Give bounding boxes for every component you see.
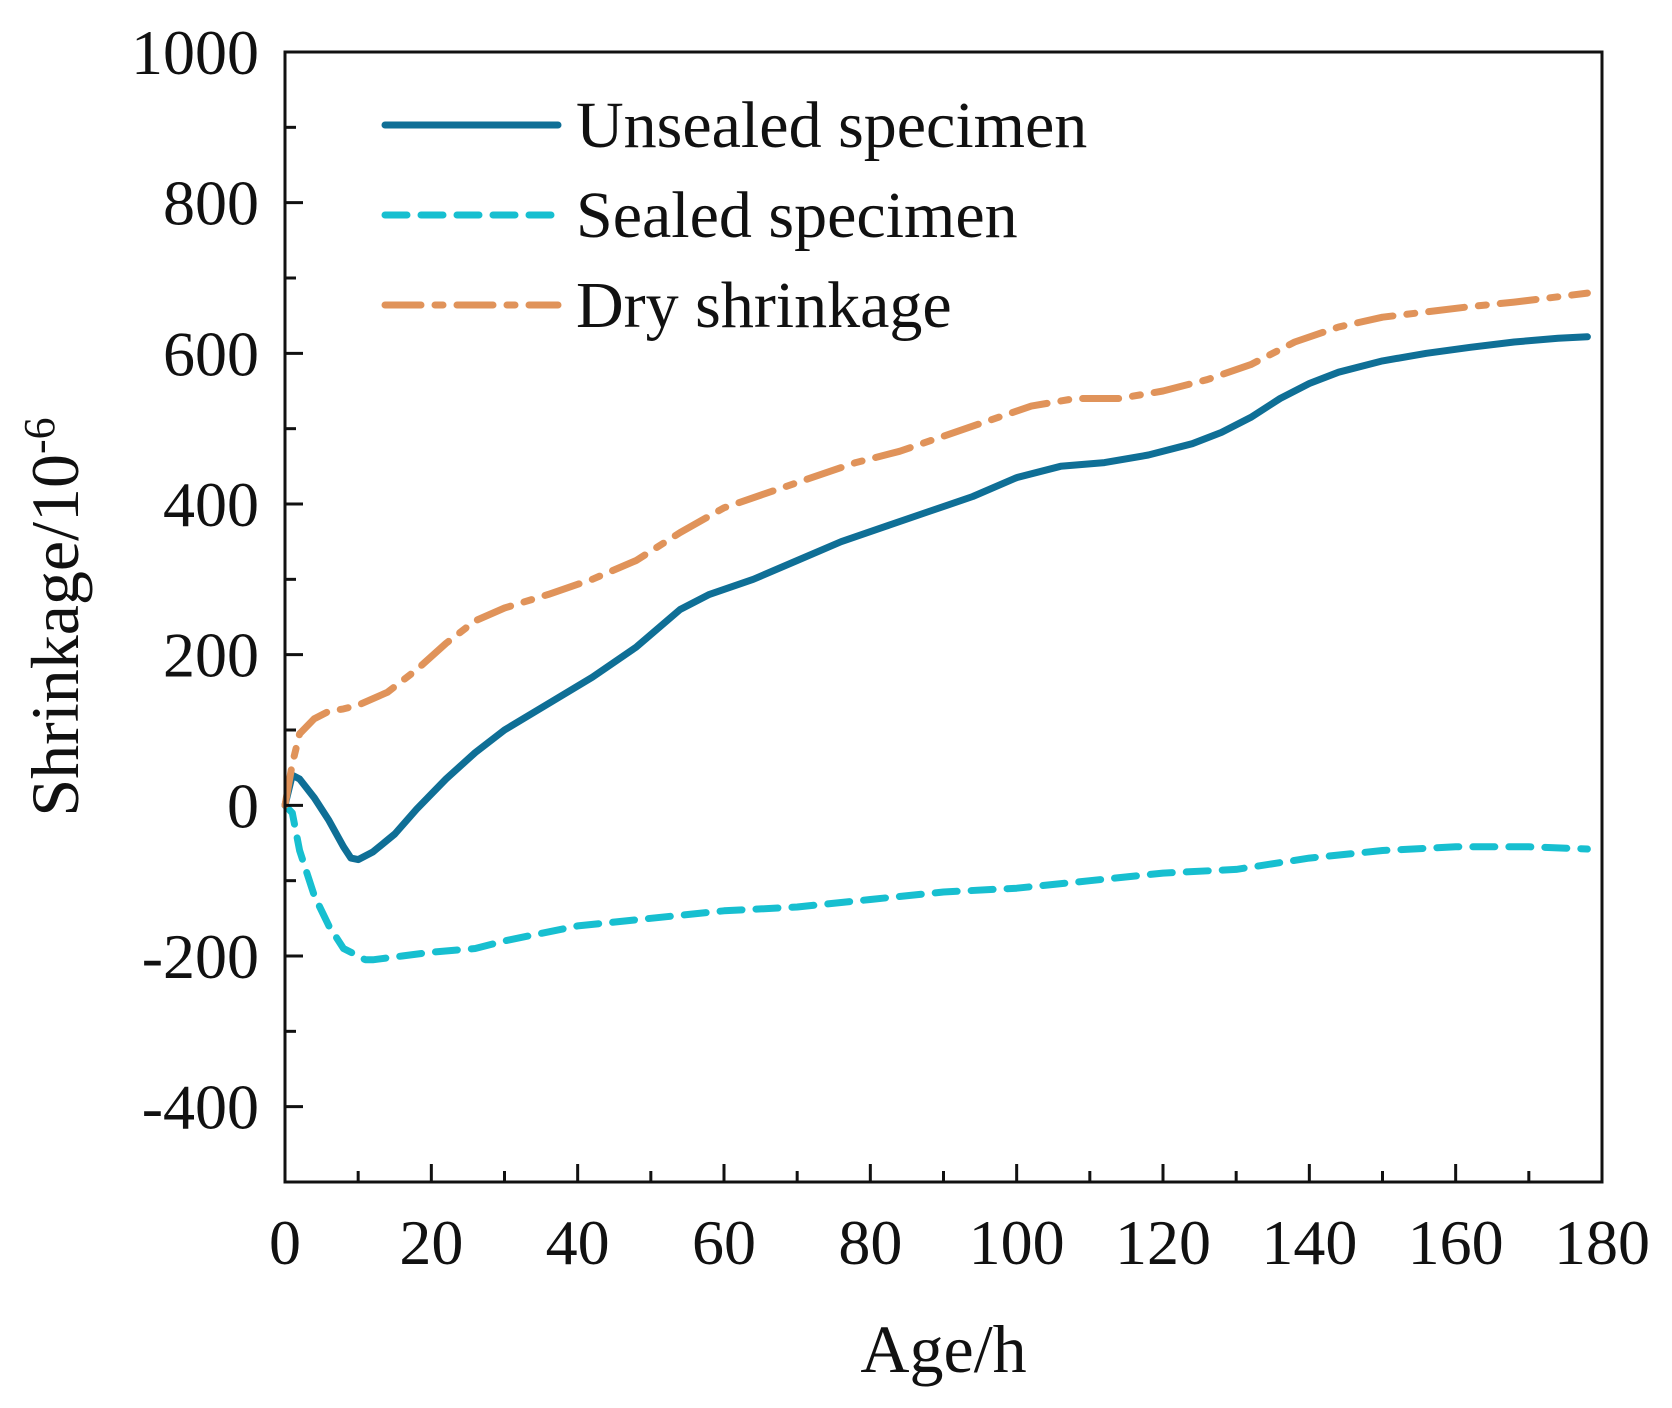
y-axis-title-base: Shrinkage/10 bbox=[17, 454, 93, 817]
y-tick-label: 800 bbox=[163, 168, 259, 239]
y-axis-title: Shrinkage/10-6 bbox=[15, 417, 94, 816]
x-tick-label: 40 bbox=[546, 1207, 610, 1278]
y-tick-label: -200 bbox=[142, 921, 259, 992]
tick-layer: 0 20 40 60 80 100 120 140 160 180 -400 -200 0 200 400 6… bbox=[131, 17, 1650, 1278]
x-tick-label: 160 bbox=[1408, 1207, 1504, 1278]
x-tick-label: 140 bbox=[1261, 1207, 1357, 1278]
series-line-sealed-specimen bbox=[281, 801, 1591, 964]
y-tick-label: 1000 bbox=[131, 17, 259, 88]
series-layer bbox=[281, 289, 1591, 964]
y-tick-label: 0 bbox=[227, 770, 259, 841]
x-tick-label: 0 bbox=[269, 1207, 301, 1278]
x-tick-label: 100 bbox=[969, 1207, 1065, 1278]
x-tick-label: 180 bbox=[1554, 1207, 1650, 1278]
legend-label-unsealed-specimen: Unsealed specimen bbox=[576, 89, 1087, 162]
y-axis-title-exponent: -6 bbox=[15, 417, 64, 454]
legend: Unsealed specimen Sealed specimen Dry shri… bbox=[381, 89, 1087, 342]
series-line-unsealed-specimen bbox=[281, 333, 1591, 864]
series-line-dry-shrinkage bbox=[281, 289, 1591, 809]
x-tick-label: 120 bbox=[1115, 1207, 1211, 1278]
x-tick-label: 60 bbox=[692, 1207, 756, 1278]
legend-label-sealed-specimen: Sealed specimen bbox=[576, 179, 1018, 252]
y-tick-label: -400 bbox=[142, 1072, 259, 1143]
x-tick-label: 20 bbox=[399, 1207, 463, 1278]
y-tick-label: 200 bbox=[163, 620, 259, 691]
x-axis-title: Age/h bbox=[860, 1311, 1026, 1387]
y-tick-label: 400 bbox=[163, 469, 259, 540]
legend-label-dry-shrinkage: Dry shrinkage bbox=[576, 269, 952, 342]
y-tick-label: 600 bbox=[163, 318, 259, 389]
x-tick-label: 80 bbox=[838, 1207, 902, 1278]
